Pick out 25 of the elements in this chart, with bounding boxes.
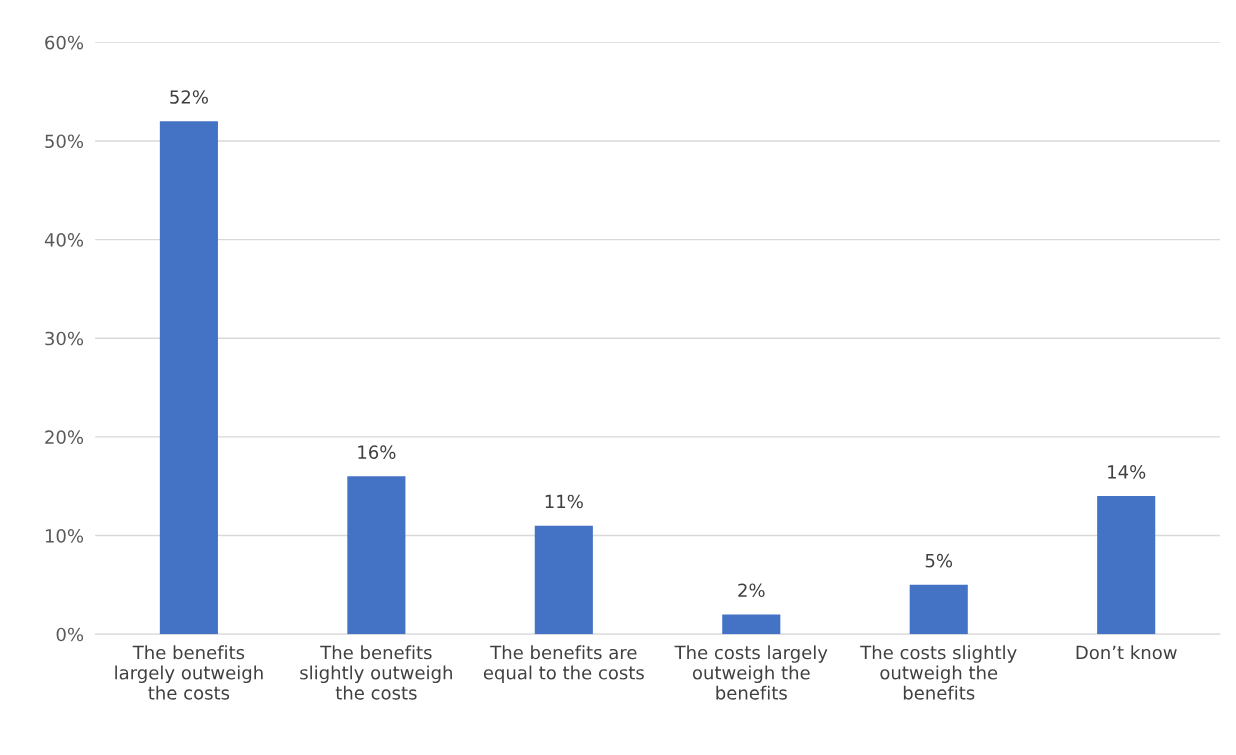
x-tick-label: The costs largely outweigh the benefits	[674, 645, 828, 700]
x-tick-label: The benefits are equal to the costs	[483, 645, 644, 683]
data-label: 2%	[738, 583, 765, 598]
bar	[534, 525, 593, 635]
data-label: 52%	[170, 90, 208, 104]
y-tick-label: 10%	[45, 529, 84, 543]
data-label: 5%	[925, 553, 953, 568]
y-tick-label: 40%	[44, 233, 84, 247]
x-tick-label: The benefits largely outweigh the costs	[115, 645, 263, 700]
data-label: 16%	[358, 445, 396, 459]
data-label: 11%	[545, 494, 583, 509]
y-tick-label: 0%	[56, 627, 84, 642]
x-tick-label: The benefits slightly outweigh the costs	[300, 645, 452, 700]
bar	[1097, 496, 1156, 635]
x-tick-label: The costs slightly outweigh the benefits	[860, 645, 1017, 700]
x-tick-label: Don’t know	[1076, 645, 1177, 660]
bar	[722, 614, 781, 635]
y-tick-label: 50%	[45, 134, 84, 149]
bar	[159, 121, 218, 635]
data-label: 14%	[1108, 465, 1146, 479]
bar	[347, 476, 406, 635]
y-tick-label: 20%	[45, 430, 84, 445]
y-tick-label: 30%	[45, 331, 84, 346]
bar	[909, 584, 968, 635]
y-tick-label: 60%	[45, 35, 84, 50]
